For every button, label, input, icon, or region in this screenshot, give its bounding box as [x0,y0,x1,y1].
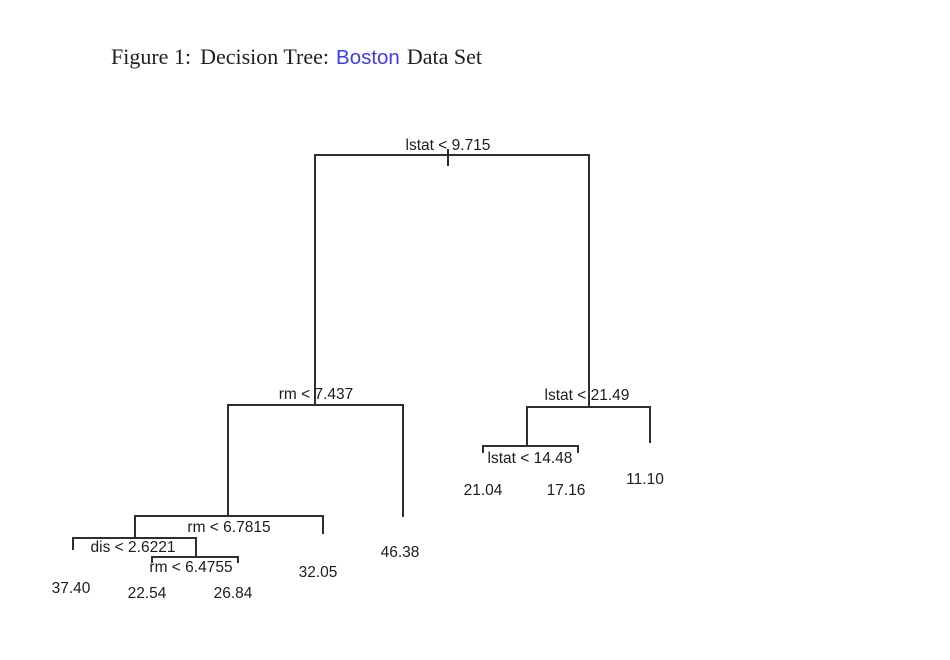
leaf-label-3740: 37.40 [52,580,91,597]
split-label-rm7437: rm < 7.437 [279,386,354,403]
split-label-rm64755: rm < 6.4755 [149,559,232,576]
leaf-label-1716: 17.16 [547,482,586,499]
leaf-label-2254: 22.54 [128,585,167,602]
caption-title: Decision Tree: [200,44,330,69]
figure-caption: Figure 1: Decision Tree: Boston Data Set [111,44,482,71]
leaf-label-4638: 46.38 [381,544,420,561]
leaf-label-2684: 26.84 [214,585,253,602]
leaf-label-2104: 21.04 [464,482,503,499]
caption-suffix: Data Set [406,44,482,69]
split-label-lstat2149: lstat < 21.49 [545,387,630,404]
split-label-lstat1448: lstat < 14.48 [488,450,573,467]
caption-dataset-name: Boston [336,46,400,69]
leaf-label-3205: 32.05 [299,564,338,581]
caption-figure-number: Figure 1: [111,44,192,69]
split-label-rm67815: rm < 6.7815 [187,519,270,536]
split-label-dis26221: dis < 2.6221 [91,539,176,556]
leaf-label-1110: 11.10 [626,471,664,488]
split-label-root: lstat < 9.715 [406,137,491,154]
